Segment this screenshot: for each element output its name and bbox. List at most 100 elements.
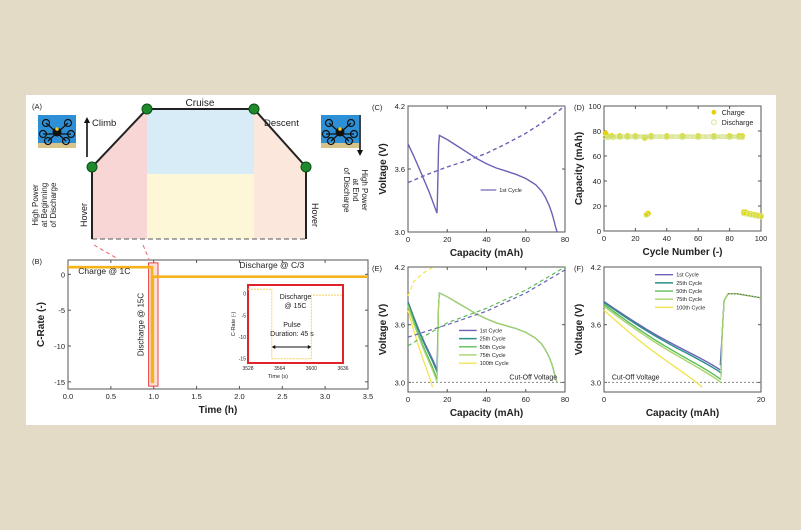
- discharge-point: [736, 134, 742, 139]
- x-axis-label: Time (h): [199, 405, 238, 416]
- discharge-point: [616, 134, 622, 139]
- discharge-point: [640, 134, 645, 139]
- y-tick-label: 80: [593, 127, 601, 136]
- discharge-point: [692, 134, 697, 139]
- hover-discharge-curve: [603, 309, 703, 388]
- discharge-point: [742, 210, 749, 217]
- legend-label: 100th Cycle: [480, 361, 509, 367]
- x-tick-label: 0.5: [106, 392, 116, 401]
- cutoff-voltage-label: Cut-Off Voltage: [509, 374, 557, 381]
- legend-charge-label: Charge: [722, 110, 745, 117]
- y-axis-label: Voltage (V): [378, 304, 389, 355]
- annotation-discharge-15c: Discharge @ 15C: [136, 293, 145, 356]
- discharge-point: [621, 134, 626, 139]
- discharge-point: [748, 211, 755, 218]
- inset-y-label: C-Rate (-): [231, 312, 237, 337]
- figure-svg: (A) Cruise Climb Descent Hover Hover High Powe…: [31, 98, 767, 419]
- left-note-line: High Power: [31, 184, 40, 226]
- discharge-curve: [407, 134, 558, 233]
- mission-discharge-curve: [436, 292, 558, 383]
- discharge-point: [630, 134, 636, 139]
- inset-annotation-discharge: Discharge: [280, 294, 312, 301]
- discharge-point: [668, 134, 673, 139]
- cruise-label: Cruise: [186, 98, 215, 109]
- x-tick-label: 40: [482, 235, 490, 244]
- discharge-point: [670, 134, 676, 139]
- drone-body: [52, 127, 62, 137]
- x-tick-label: 0.0: [63, 392, 73, 401]
- descent-label: Descent: [264, 118, 299, 129]
- drone-rotor: [41, 118, 51, 128]
- discharge-point: [682, 134, 688, 139]
- x-axis-label: Cycle Number (-): [642, 247, 722, 258]
- y-axis-label: Voltage (V): [378, 143, 389, 194]
- legend-label: 50th Cycle: [676, 289, 702, 295]
- drone-rotor: [324, 118, 334, 128]
- hover-discharge-curve: [407, 306, 438, 383]
- x-tick-label: 20: [443, 395, 451, 404]
- mission-discharge-curve: [720, 293, 762, 369]
- discharge-point: [687, 134, 692, 139]
- discharge-point: [626, 134, 631, 139]
- hover-discharge-curve: [407, 304, 438, 380]
- mission-discharge-curve: [720, 293, 762, 375]
- inset-y-tick-label: -5: [242, 313, 247, 319]
- discharge-point: [720, 134, 725, 139]
- discharge-point: [717, 134, 723, 139]
- inset-annotation-15c: @ 15C: [285, 303, 307, 310]
- y-axis-label: Voltage (V): [574, 304, 585, 355]
- x-tick-label: 80: [725, 234, 733, 243]
- discharge-point: [699, 134, 704, 139]
- discharge-point: [628, 134, 633, 139]
- inset-x-tick-label: 3600: [306, 366, 317, 372]
- discharge-point: [607, 134, 612, 139]
- zoom-guide-line: [93, 244, 119, 260]
- discharge-point: [652, 134, 657, 139]
- x-tick-label: 3.5: [363, 392, 373, 401]
- charge-curve: [407, 266, 434, 297]
- discharge-point: [706, 134, 711, 139]
- inset-annotation-duration: Duration: 45 s: [270, 331, 314, 338]
- panel-label: (D): [574, 103, 585, 112]
- x-tick-label: 60: [694, 234, 702, 243]
- x-tick-label: 3.0: [320, 392, 330, 401]
- annotation-charge-1c: Charge @ 1C: [78, 266, 130, 276]
- discharge-point: [663, 134, 669, 139]
- discharge-point: [649, 134, 655, 139]
- left-note-line: at Beginning: [40, 183, 49, 227]
- arrow-down-icon-head: [357, 150, 363, 156]
- x-tick-label: 60: [522, 395, 530, 404]
- legend-label: 75th Cycle: [480, 353, 506, 359]
- waypoint-node: [141, 103, 153, 115]
- plot-frame: [603, 266, 762, 393]
- drone-rotor: [61, 136, 71, 146]
- x-tick-label: 80: [561, 395, 569, 404]
- inset-c-rate-line: [248, 288, 343, 360]
- panel-e-cycle-evolution: 0 20 40 60 80 3.0 3.6 4.2 Capacity (mAh) Voltage …: [372, 263, 569, 419]
- discharge-point: [635, 134, 640, 139]
- discharge-point: [656, 134, 662, 139]
- discharge-point: [685, 134, 690, 139]
- discharge-point: [708, 134, 713, 139]
- inset-pulse: 3528 3564 3600 3636 0 -5 -10 -15 Time (s) C-Rate …: [231, 284, 349, 380]
- cruise-region-bottom: [147, 174, 254, 239]
- hover-discharge-curve: [603, 301, 721, 371]
- duration-arrow-right-head: [307, 345, 312, 349]
- hover-discharge-curve: [603, 302, 722, 374]
- legend-discharge-marker: [711, 119, 717, 126]
- plot-frame: [603, 105, 762, 232]
- discharge-point: [623, 134, 629, 139]
- panel-label: (C): [372, 103, 383, 112]
- discharge-point: [637, 134, 643, 139]
- y-tick-label: 3.6: [395, 165, 405, 174]
- panel-label: (E): [372, 264, 383, 273]
- y-tick-label: -10: [54, 342, 65, 351]
- plot-frame: [407, 105, 566, 233]
- panel-c-first-cycle: 0 20 40 60 80 3.0 3.6 4.2 Capacity (mAh) Voltage …: [372, 102, 569, 259]
- y-axis-label: C-Rate (-): [36, 302, 47, 347]
- right-note-line: of Discharge: [342, 168, 351, 213]
- climb-region: [92, 109, 147, 239]
- discharge-point: [713, 134, 718, 139]
- discharge-point: [689, 134, 695, 139]
- discharge-point: [758, 213, 764, 220]
